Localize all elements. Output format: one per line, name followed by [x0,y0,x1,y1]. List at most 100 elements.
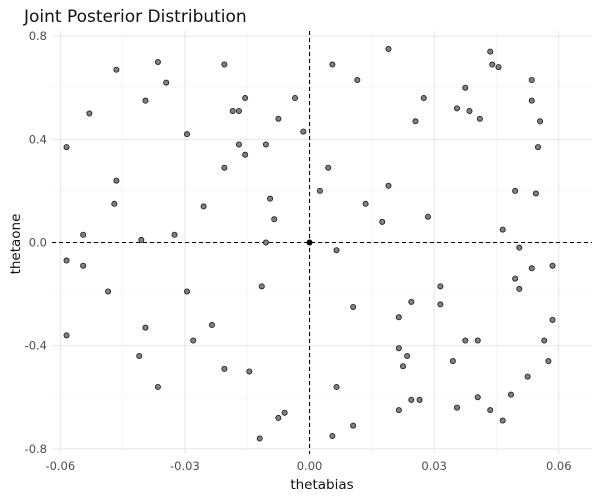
data-point [171,231,178,238]
data-point [300,128,307,135]
data-point [495,64,502,71]
data-point [437,283,444,290]
y-tick-label: 0.4 [29,132,47,146]
data-point [258,283,265,290]
x-tick-label: 0.00 [297,459,323,473]
data-point [80,231,87,238]
data-point [329,61,336,68]
data-point [63,332,70,339]
data-point [200,203,207,210]
y-tick-label: 0.8 [29,29,47,43]
data-point [462,84,469,91]
data-point [532,190,539,197]
data-point [111,200,118,207]
data-point [235,141,242,148]
data-point [325,164,332,171]
data-point [537,118,544,125]
data-point [507,391,514,398]
data-point [63,257,70,264]
data-point [528,97,535,104]
data-point [385,182,392,189]
x-tick-label: 0.06 [546,459,572,473]
data-point [235,107,242,114]
data-point [242,95,249,102]
data-point [528,265,535,272]
data-point [154,58,161,65]
data-point [242,151,249,158]
data-point [420,95,427,102]
data-point [256,435,263,442]
data-point [316,187,323,194]
data-point [512,187,519,194]
y-tick-label: 0.0 [29,236,47,250]
y-axis-ticks: -0.8 -0.4 0.0 0.4 0.8 [25,29,47,456]
data-point [474,337,481,344]
data-point [163,79,170,86]
data-point [333,247,340,254]
data-point [221,61,228,68]
data-point [142,97,149,104]
data-point [399,363,406,370]
data-point [499,417,506,424]
data-point [113,177,120,184]
data-point [449,358,456,365]
data-point [395,314,402,321]
data-point [385,46,392,53]
x-axis-title: thetabias [290,477,353,493]
data-point [424,213,431,220]
data-point [229,107,236,114]
data-point [138,236,145,243]
data-point [404,352,411,359]
data-point [528,77,535,84]
data-point [246,368,253,375]
data-point [395,407,402,414]
data-point [487,48,494,55]
data-point [208,322,215,329]
data-point [183,288,190,295]
data-point [524,373,531,380]
data-point [80,262,87,269]
reference-lines [52,31,592,454]
data-point [476,115,483,122]
data-point [474,394,481,401]
data-point [154,383,161,390]
data-point [416,396,423,403]
x-tick-label: -0.03 [170,459,200,473]
data-point [354,77,361,84]
data-point [275,115,282,122]
data-point [190,337,197,344]
data-point [466,107,473,114]
x-tick-label: -0.06 [45,459,75,473]
data-point [412,118,419,125]
data-point [545,358,552,365]
data-point [136,352,143,359]
data-point [408,396,415,403]
data-point [281,409,288,416]
x-axis-ticks: -0.06 -0.03 0.00 0.03 0.06 [45,459,571,473]
data-point [350,303,357,310]
data-point [437,301,444,308]
data-point [291,95,298,102]
data-point [549,262,556,269]
data-point [512,275,519,282]
data-point [142,324,149,331]
data-point [113,66,120,73]
chart-title: Joint Posterior Distribution [23,7,247,27]
data-point [267,195,274,202]
data-point [183,131,190,138]
data-point [105,288,112,295]
data-point [453,404,460,411]
data-point [329,432,336,439]
data-point [63,144,70,151]
data-point [221,164,228,171]
origin-point [306,239,313,246]
data-point [379,218,386,225]
data-point [549,316,556,323]
data-point [221,365,228,372]
data-points [63,46,556,442]
y-tick-label: -0.4 [25,339,47,353]
data-point [275,414,282,421]
data-point [489,61,496,68]
x-tick-label: 0.03 [421,459,447,473]
